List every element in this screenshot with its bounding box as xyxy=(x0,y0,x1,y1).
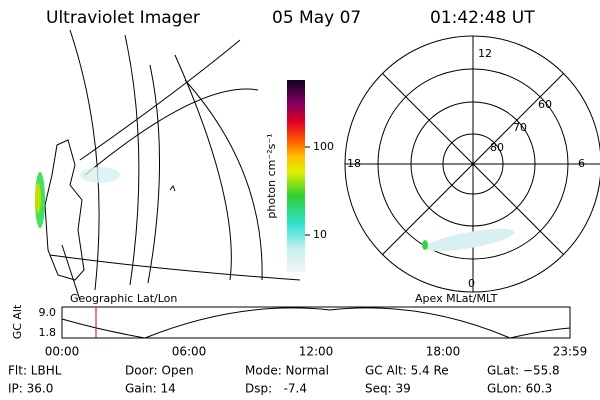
mlat-label: 60 xyxy=(538,98,552,111)
colorbar xyxy=(287,80,305,272)
x-tick-label: 06:00 xyxy=(172,345,207,359)
y-tick-label: 1.8 xyxy=(39,326,57,339)
mlat-label: 80 xyxy=(490,141,504,154)
instrument: Ultraviolet Imager xyxy=(46,8,200,28)
info-field: Mode: Normal xyxy=(245,364,329,378)
polar-label: Apex MLat/MLT xyxy=(415,292,498,305)
mlt-label: 12 xyxy=(478,47,492,60)
mlat-label: 70 xyxy=(513,121,527,134)
geo-map xyxy=(35,29,301,301)
x-tick-label: 23:59 xyxy=(553,345,588,359)
info-field: Dsp: -7.4 xyxy=(245,382,307,396)
mlt-label: 0 xyxy=(468,277,475,290)
time: 01:42:48 UT xyxy=(430,8,535,28)
info-field: Seq: 39 xyxy=(365,382,411,396)
colorbar-tick-label: 10 xyxy=(313,228,327,241)
y-axis-label: GC Alt xyxy=(11,304,24,339)
x-tick-label: 00:00 xyxy=(45,345,80,359)
map-label: Geographic Lat/Lon xyxy=(70,292,177,305)
info-field: GLon: 60.3 xyxy=(487,382,552,396)
colorbar-label: photon cm⁻²s⁻¹ xyxy=(265,133,278,218)
info-field: Door: Open xyxy=(125,364,194,378)
colorbar-tick-label: 100 xyxy=(313,140,334,153)
x-tick-label: 12:00 xyxy=(299,345,334,359)
mlt-label: 6 xyxy=(578,157,585,170)
y-tick-label: 9.0 xyxy=(39,306,57,319)
info-field: Gain: 14 xyxy=(125,382,176,396)
mlt-label: 18 xyxy=(347,157,361,170)
info-field: GLat: −55.8 xyxy=(487,364,560,378)
polar-grid xyxy=(344,35,600,293)
info-field: IP: 36.0 xyxy=(8,382,53,396)
info-field: GC Alt: 5.4 Re xyxy=(365,364,449,378)
timeline-frame xyxy=(61,306,571,339)
altitude-curve xyxy=(61,307,571,339)
x-tick-label: 18:00 xyxy=(426,345,461,359)
date: 05 May 07 xyxy=(272,8,361,28)
info-field: Flt: LBHL xyxy=(8,364,62,378)
